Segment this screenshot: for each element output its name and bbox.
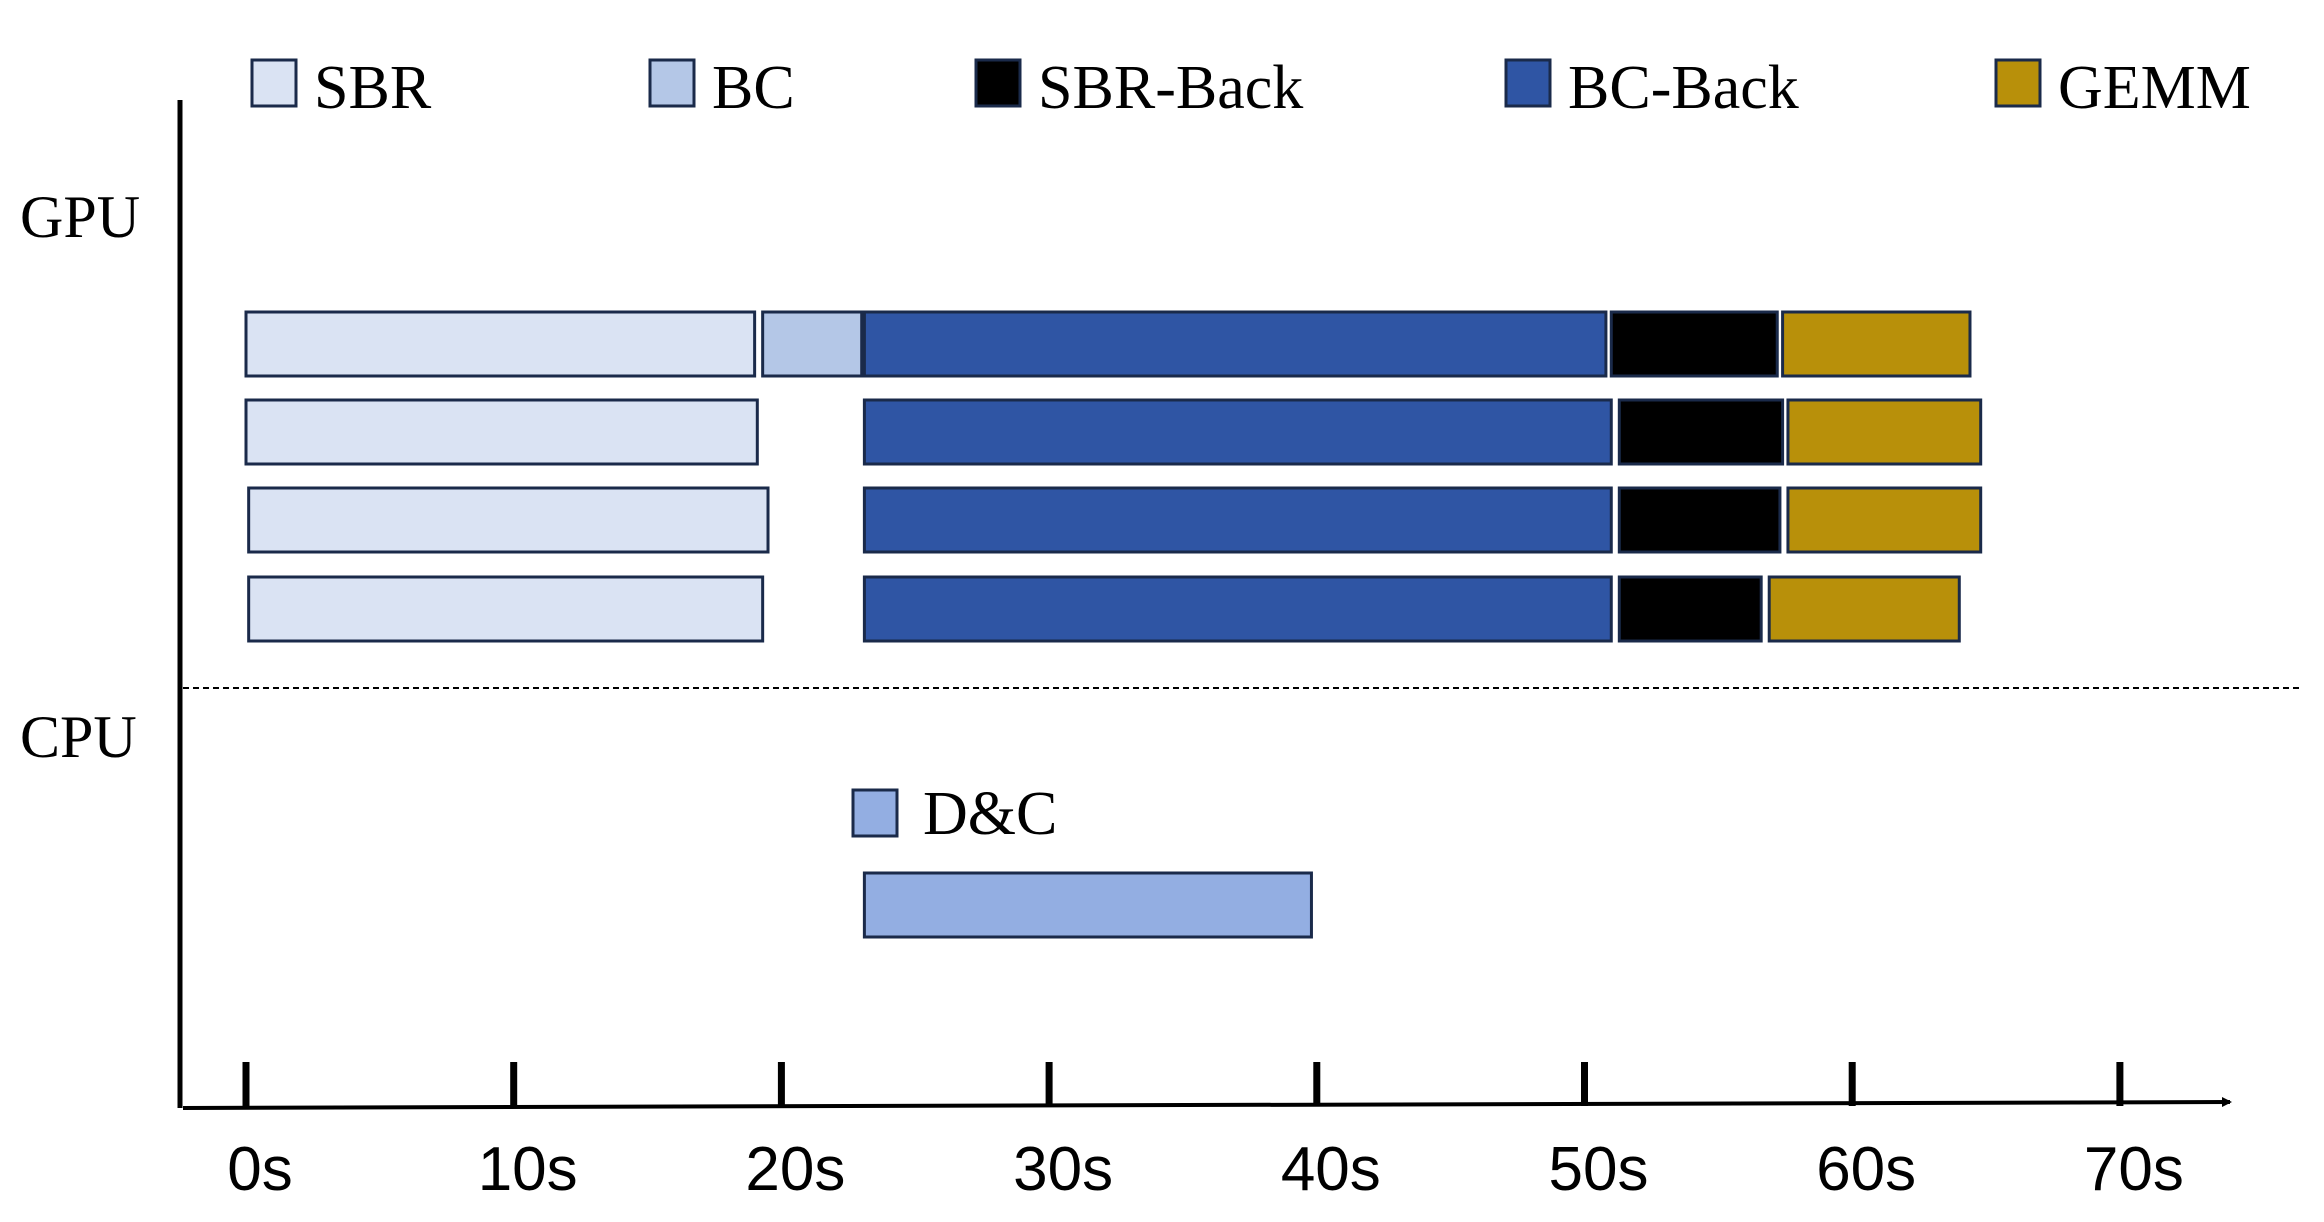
gpu-lane-4-bar-gemm — [1767, 575, 1961, 643]
gpu-lane-3-bar-sbr — [247, 486, 770, 554]
x-tick-label: 50s — [1549, 1135, 1649, 1204]
legend-label-bc-back: BC-Back — [1568, 54, 1799, 122]
gpu-lane-2-bar-gemm — [1786, 398, 1983, 466]
x-tick-label: 20s — [745, 1135, 845, 1204]
x-tick-label: 10s — [478, 1135, 578, 1204]
legend-label-d-and-c: D&C — [923, 780, 1057, 848]
legend-label-sbr-back: SBR-Back — [1038, 54, 1303, 122]
legend-swatch-sbr-back — [974, 58, 1022, 108]
gpu-lane-4-bar-sbr — [247, 575, 765, 643]
legend-label-sbr: SBR — [314, 54, 432, 122]
gpu-lane-4-bar-sbr-back — [1617, 575, 1763, 643]
legend-swatch-bc — [648, 58, 696, 108]
x-axis-ticks: 0s 10s 20s 30s 40s 50s 60s 70s — [227, 1062, 2184, 1204]
gpu-lane-1-bar-gemm — [1781, 310, 1972, 378]
gpu-lane-3-bar-sbr-back — [1617, 486, 1782, 554]
x-tick-label: 30s — [1013, 1135, 1113, 1204]
x-tick-label: 70s — [2084, 1135, 2184, 1204]
legend-label-bc: BC — [712, 54, 795, 122]
x-tick-label: 0s — [227, 1135, 292, 1204]
legend-swatch-gemm — [1994, 58, 2042, 108]
legend: SBR BC SBR-Back BC-Back GEMM D&C — [250, 54, 2251, 848]
legend-label-gemm: GEMM — [2058, 54, 2251, 122]
gpu-lane-3-bar-bc-back — [862, 486, 1613, 554]
gpu-lane-4-bar-bc-back — [862, 575, 1613, 643]
x-tick-label: 40s — [1281, 1135, 1381, 1204]
gpu-lane-2-bar-sbr-back — [1617, 398, 1785, 466]
cpu-lanes — [862, 871, 1313, 939]
legend-swatch-bc-back — [1504, 58, 1552, 108]
gpu-lane-2-bar-bc-back — [862, 398, 1613, 466]
gpu-lane-2-bar-sbr — [244, 398, 759, 466]
gpu-lane-1-bar-bc-back — [862, 310, 1608, 378]
cpu-lane-1-bar-d-and-c — [862, 871, 1313, 939]
gpu-lanes — [244, 310, 1983, 643]
gpu-row-label: GPU — [20, 184, 140, 250]
gpu-lane-1-bar-sbr-back — [1609, 310, 1779, 378]
gpu-lane-3-bar-gemm — [1786, 486, 1983, 554]
x-tick-label: 60s — [1816, 1135, 1916, 1204]
gpu-lane-1-bar-bc — [761, 310, 864, 378]
legend-swatch-d-and-c — [851, 788, 899, 838]
cpu-row-label: CPU — [20, 704, 137, 770]
gpu-lane-1-bar-sbr — [244, 310, 757, 378]
legend-swatch-sbr — [250, 58, 298, 108]
x-axis-line — [182, 1097, 2232, 1110]
